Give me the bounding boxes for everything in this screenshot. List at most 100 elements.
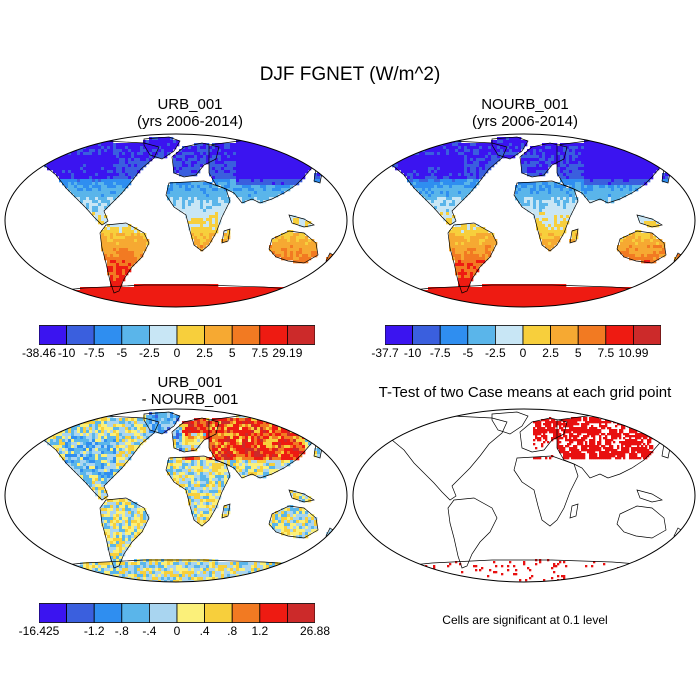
grid-cell — [473, 173, 477, 177]
grid-cell — [569, 197, 573, 201]
grid-cell — [212, 224, 216, 228]
grid-cell — [461, 260, 465, 264]
grid-cell — [545, 242, 549, 246]
grid-cell — [98, 155, 102, 159]
grid-cell — [569, 146, 573, 150]
grid-cell — [83, 161, 87, 165]
grid-cell — [449, 293, 453, 297]
grid-cell — [95, 194, 99, 198]
grid-cell — [551, 185, 555, 189]
grid-cell — [524, 284, 528, 288]
grid-cell — [548, 161, 552, 165]
grid-cell — [230, 170, 234, 174]
grid-cell — [605, 185, 609, 189]
grid-cell — [158, 140, 162, 144]
grid-cell — [110, 179, 114, 183]
grid-cell — [260, 170, 264, 174]
grid-cell — [77, 173, 81, 177]
grid-cell — [104, 188, 108, 192]
grid-cell — [566, 290, 570, 294]
grid-cell — [545, 182, 549, 186]
grid-cell — [251, 191, 255, 195]
grid-cell — [638, 161, 642, 165]
grid-cell — [581, 185, 585, 189]
grid-cell — [545, 227, 549, 231]
grid-cell — [218, 152, 222, 156]
grid-cell — [407, 170, 411, 174]
grid-cell — [641, 146, 645, 150]
grid-cell — [98, 302, 102, 306]
grid-cell — [116, 161, 120, 165]
grid-cell — [137, 254, 141, 258]
grid-cell — [209, 218, 213, 222]
grid-cell — [422, 170, 426, 174]
grid-cell — [557, 236, 561, 240]
grid-cell — [140, 284, 144, 288]
grid-cell — [101, 164, 105, 168]
grid-cell — [212, 206, 216, 210]
grid-cell — [110, 143, 114, 147]
grid-cell — [647, 233, 651, 237]
grid-cell — [521, 170, 525, 174]
grid-cell — [227, 167, 231, 171]
grid-cell — [275, 245, 279, 249]
grid-cell — [119, 239, 123, 243]
grid-cell — [149, 149, 153, 153]
grid-cell — [155, 155, 159, 159]
grid-cell — [449, 239, 453, 243]
grid-cell — [215, 215, 219, 219]
grid-cell — [71, 302, 75, 306]
grid-cell — [314, 248, 318, 252]
grid-cell — [137, 155, 141, 159]
grid-cell — [464, 245, 468, 249]
grid-cell — [425, 176, 429, 180]
grid-cell — [455, 197, 459, 201]
grid-cell — [659, 146, 663, 150]
grid-cell — [596, 185, 600, 189]
grid-cell — [152, 152, 156, 156]
grid-cell — [128, 296, 132, 300]
grid-cell — [83, 179, 87, 183]
grid-cell — [536, 194, 540, 198]
grid-cell — [614, 290, 618, 294]
grid-cell — [224, 287, 228, 291]
grid-cell — [245, 152, 249, 156]
grid-cell — [182, 209, 186, 213]
grid-cell — [392, 155, 396, 159]
grid-cell — [482, 251, 486, 255]
grid-cell — [113, 281, 117, 285]
grid-cell — [230, 185, 234, 189]
grid-cell — [503, 146, 507, 150]
grid-cell — [137, 299, 141, 303]
grid-cell — [593, 194, 597, 198]
grid-cell — [548, 212, 552, 216]
grid-cell — [536, 185, 540, 189]
grid-cell — [434, 191, 438, 195]
grid-cell — [218, 209, 222, 213]
grid-cell — [566, 179, 570, 183]
grid-cell — [125, 158, 129, 162]
grid-cell — [542, 239, 546, 243]
coastline-namerica — [31, 140, 160, 226]
grid-cell — [155, 290, 159, 294]
grid-cell — [230, 179, 234, 183]
grid-cell — [116, 176, 120, 180]
grid-cell — [623, 185, 627, 189]
grid-cell — [74, 167, 78, 171]
grid-cell — [479, 287, 483, 291]
grid-cell — [314, 293, 318, 297]
grid-cell — [113, 290, 117, 294]
grid-cell — [278, 176, 282, 180]
grid-cell — [617, 173, 621, 177]
grid-cell — [101, 293, 105, 297]
grid-cell — [644, 149, 648, 153]
grid-cell — [317, 176, 321, 180]
grid-cell — [62, 164, 66, 168]
grid-cell — [578, 146, 582, 150]
grid-cell — [311, 242, 315, 246]
grid-cell — [572, 188, 576, 192]
grid-cell — [179, 284, 183, 288]
grid-cell — [392, 164, 396, 168]
grid-cell — [218, 179, 222, 183]
grid-cell — [320, 152, 324, 156]
